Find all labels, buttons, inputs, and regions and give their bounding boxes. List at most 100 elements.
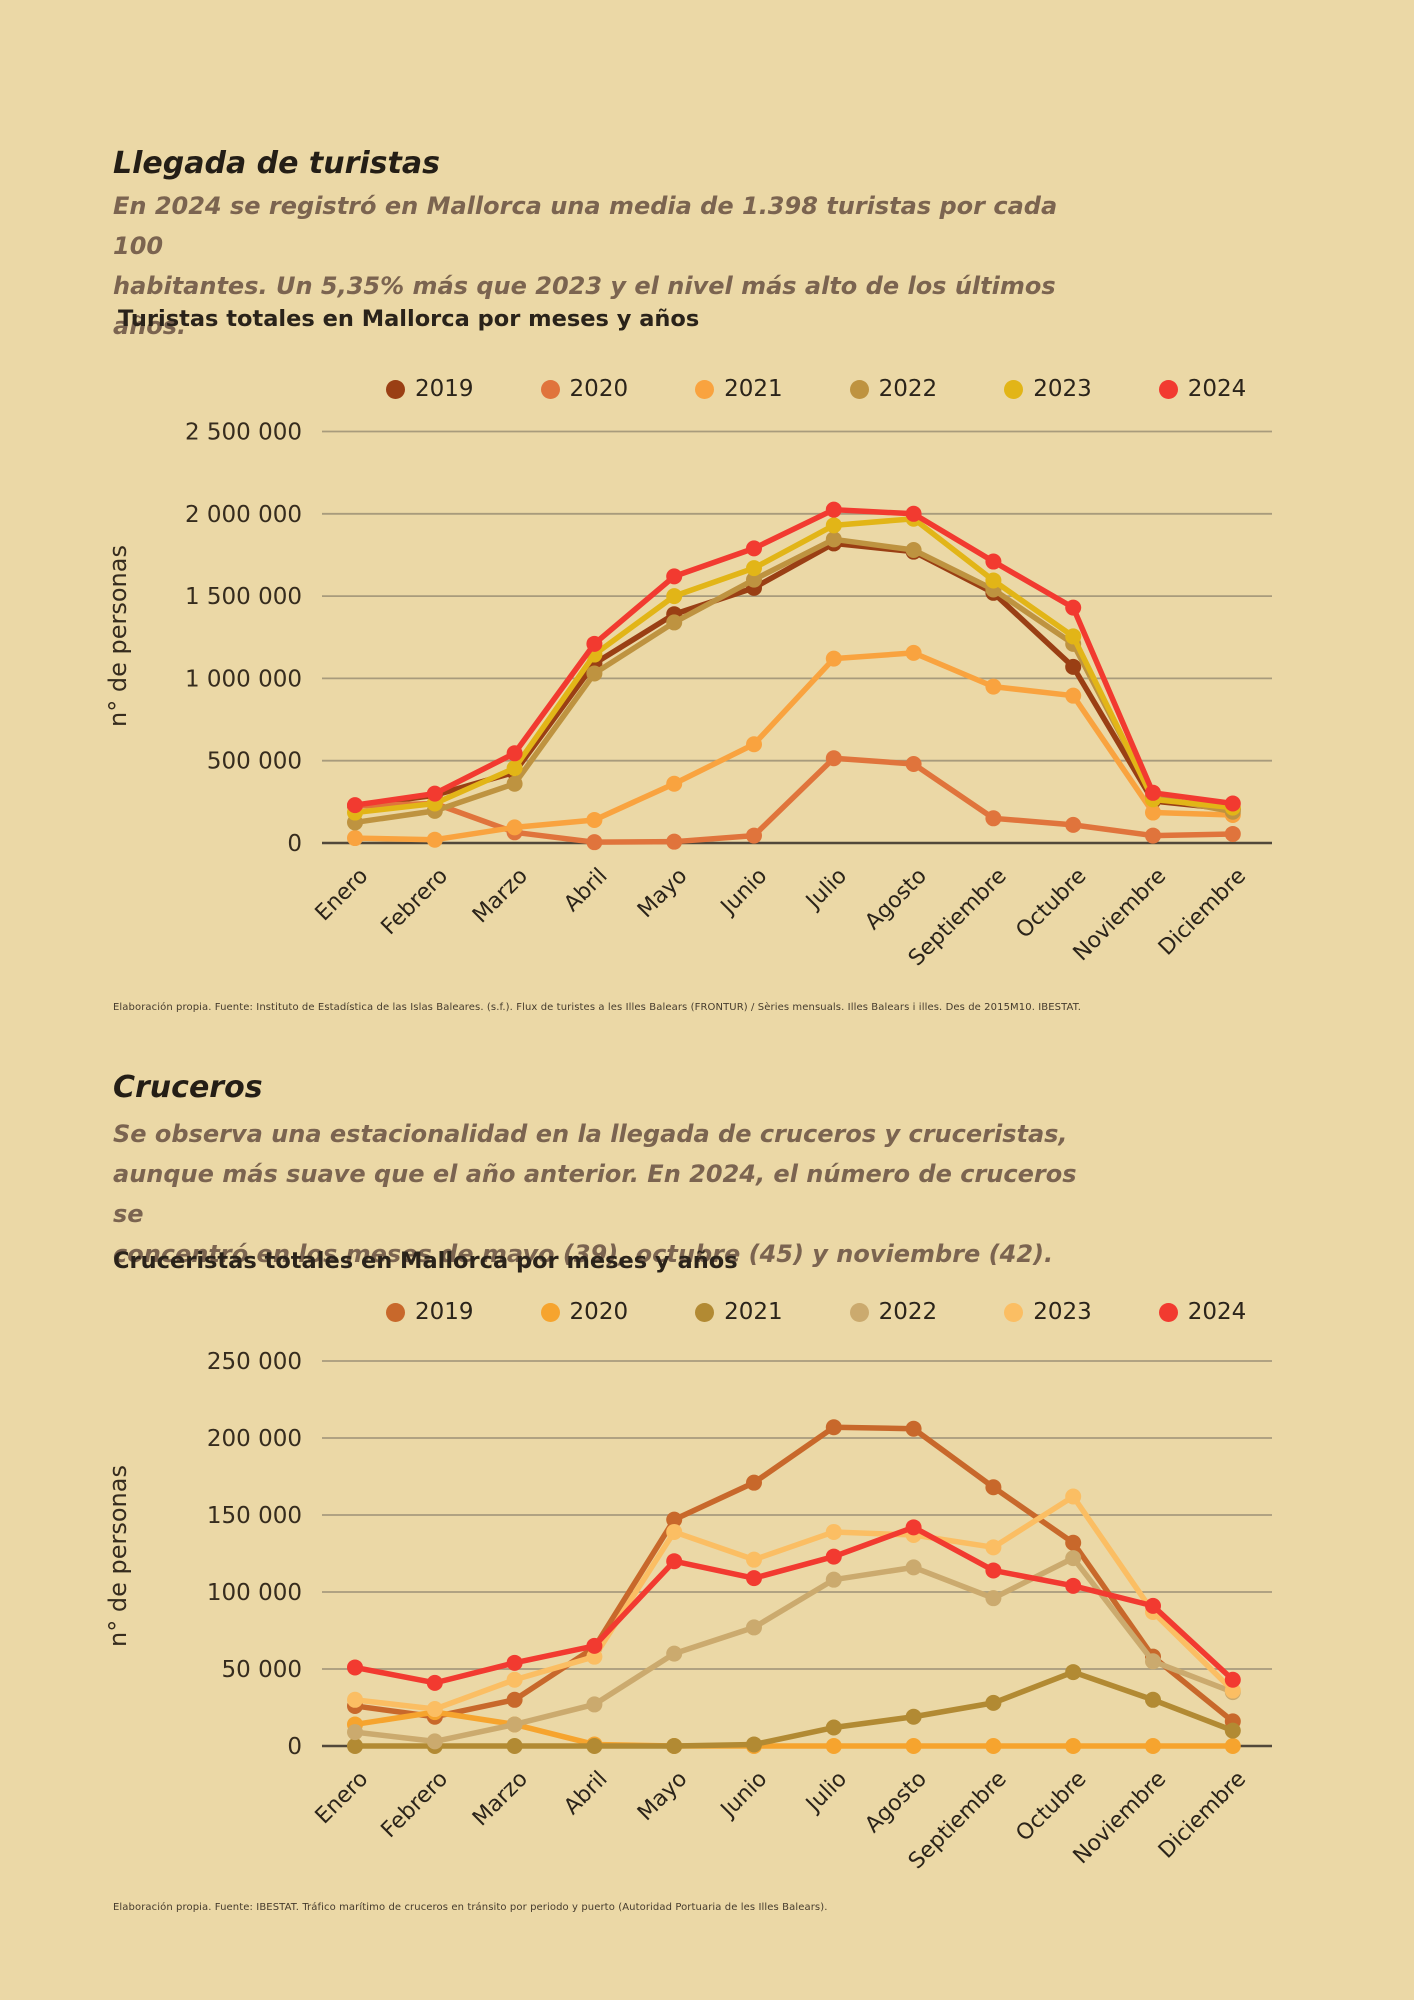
turistas-line-chart: 0 500 000 1 000 000 1 500 000 2 000 000 2 500… — [104, 420, 1272, 971]
y-tick-label: 500 000 — [207, 749, 302, 775]
data-point — [1224, 1738, 1241, 1754]
section-title-cruceros: Cruceros — [113, 1070, 263, 1105]
x-tick-label: Febrero — [377, 864, 453, 940]
legend-cruceristas: 2019 2020 2021 2022 2023 2024 — [386, 1299, 1246, 1325]
series-line — [352, 506, 1236, 808]
data-point — [1145, 804, 1161, 821]
data-point — [666, 1553, 683, 1570]
x-tick-label: Abril — [559, 1767, 612, 1820]
data-point — [1065, 1738, 1082, 1754]
data-point — [985, 678, 1002, 695]
data-point — [666, 1511, 683, 1528]
data-point — [666, 568, 683, 585]
legend-swatch-icon — [386, 379, 405, 399]
data-point — [506, 1691, 523, 1708]
legend-item: 2020 — [540, 376, 629, 402]
series-2021 — [347, 1664, 1241, 1754]
legend-year-label: 2021 — [724, 1299, 783, 1325]
y-tick-label: 100 000 — [207, 1580, 302, 1606]
series-line — [352, 1424, 1236, 1725]
data-point — [825, 1548, 842, 1565]
data-point — [905, 1519, 922, 1536]
y-tick-label: 200 000 — [207, 1426, 302, 1452]
source-note-cruceristas: Elaboración propia. Fuente: IBESTAT. Trá… — [113, 1902, 828, 1913]
data-point — [825, 501, 842, 518]
data-point — [746, 571, 762, 588]
data-point — [746, 736, 762, 753]
legend-year-label: 2023 — [1033, 376, 1092, 402]
legend-swatch-icon — [540, 1302, 560, 1322]
data-point — [1065, 1534, 1082, 1551]
data-point — [985, 810, 1002, 827]
y-tick-label: 150 000 — [207, 1503, 302, 1529]
data-point — [666, 588, 683, 605]
series-line — [352, 1709, 1236, 1749]
y-tick-label: 250 000 — [207, 1349, 302, 1375]
data-point — [586, 811, 603, 828]
data-point — [1224, 1671, 1241, 1688]
legend-swatch-icon — [695, 379, 715, 399]
x-tick-label: Junio — [715, 864, 772, 921]
data-point — [1145, 1653, 1161, 1670]
chart-title-turistas: Turistas totales en Mallorca por meses y… — [118, 306, 700, 332]
legend-item: 2022 — [849, 376, 937, 402]
data-point — [506, 1716, 523, 1733]
data-point — [1065, 628, 1082, 645]
data-point — [426, 785, 443, 802]
x-tick-label: Julio — [800, 1767, 852, 1819]
data-point — [746, 827, 762, 844]
legend-year-label: 2021 — [724, 376, 783, 402]
y-tick-label: 50 000 — [222, 1657, 302, 1683]
data-point — [825, 517, 842, 534]
x-tick-label: Febrero — [377, 1767, 453, 1843]
x-tick-label: Mayo — [633, 1767, 692, 1826]
section-subtitle-turistas: En 2024 se registró en Mallorca una medi… — [113, 192, 1058, 340]
y-axis-title: n° de personas — [104, 545, 132, 727]
data-point — [1065, 1664, 1082, 1681]
x-tick-label: Abril — [559, 864, 612, 917]
data-point — [666, 775, 683, 792]
data-point — [347, 1738, 363, 1754]
data-point — [905, 1559, 922, 1576]
data-point — [985, 1479, 1002, 1496]
x-tick-label: Enero — [311, 864, 374, 927]
legend-item: 2021 — [695, 376, 783, 402]
legend-year-label: 2022 — [878, 1299, 938, 1325]
legend-turistas: 2019 2020 2021 2022 2023 2024 — [386, 376, 1246, 402]
data-point — [1065, 658, 1082, 675]
y-tick-label: 1 500 000 — [185, 584, 302, 610]
section-subtitle-cruceros: Se observa una estacionalidad en la lleg… — [113, 1120, 1077, 1268]
x-tick-label: Julio — [800, 864, 852, 916]
data-point — [985, 553, 1002, 570]
legend-swatch-icon — [386, 1302, 405, 1322]
data-point — [586, 1637, 603, 1654]
data-point — [1145, 1738, 1161, 1754]
legend-swatch-icon — [1158, 379, 1178, 399]
data-point — [1065, 599, 1082, 616]
legend-year-label: 2024 — [1187, 1299, 1247, 1325]
chart-title-cruceristas: Cruceristas totales en Mallorca por mese… — [113, 1248, 738, 1274]
legend-year-label: 2024 — [1187, 376, 1247, 402]
legend-swatch-icon — [1004, 1302, 1024, 1322]
cruceristas-line-chart: 0 50 000 100 000 150 000 200 000 250 000 n° de… — [104, 1349, 1272, 1874]
data-point — [506, 745, 523, 762]
x-tick-label: Agosto — [860, 1767, 931, 1838]
data-point — [746, 1619, 762, 1636]
data-point — [426, 1733, 443, 1750]
data-point — [506, 1738, 523, 1754]
legend-year-label: 2020 — [569, 376, 629, 402]
legend-swatch-icon — [1158, 1302, 1178, 1322]
data-point — [746, 1551, 762, 1568]
x-tick-label: Junio — [715, 1767, 772, 1824]
legend-item: 2020 — [540, 1299, 628, 1325]
data-point — [825, 650, 842, 667]
data-point — [586, 834, 603, 851]
data-point — [825, 750, 842, 767]
data-point — [506, 819, 523, 836]
data-point — [1224, 1722, 1241, 1739]
x-tick-label: Diciembre — [1154, 864, 1251, 961]
data-point — [426, 831, 443, 848]
data-point — [1145, 827, 1161, 844]
data-point — [666, 614, 683, 631]
